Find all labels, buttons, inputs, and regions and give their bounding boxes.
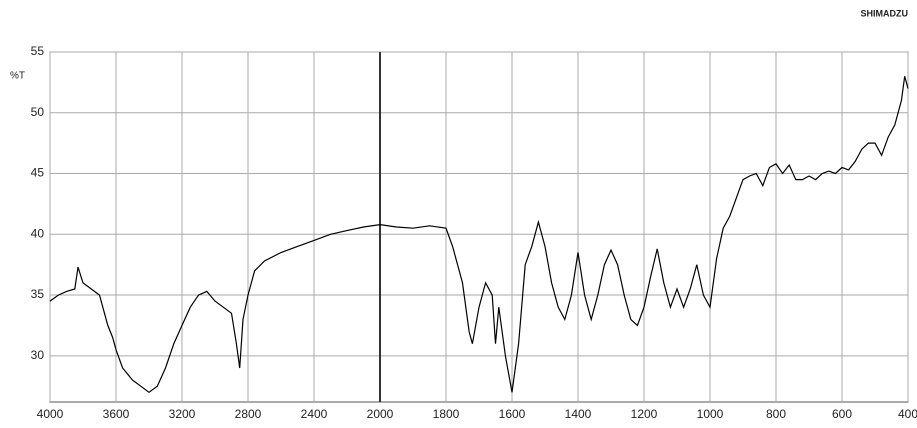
- x-tick-label: 1400: [565, 407, 592, 421]
- x-tick-label: 2400: [301, 407, 328, 421]
- y-tick-label: 35: [31, 287, 45, 301]
- y-tick-label: 50: [31, 105, 45, 119]
- x-tick-label: 1000: [697, 407, 724, 421]
- x-tick-label: 600: [832, 407, 852, 421]
- plot-frame: [49, 51, 909, 403]
- x-tick-label: 2000: [367, 407, 394, 421]
- y-axis-label: %T: [10, 71, 25, 82]
- x-tick-label: 1600: [499, 407, 526, 421]
- brand: SHIMADZU: [861, 8, 909, 18]
- y-tick-label: 55: [31, 44, 45, 58]
- x-tick-label: 3600: [103, 407, 130, 421]
- x-tick-label: 400: [898, 407, 917, 421]
- y-tick-label: 30: [31, 348, 45, 362]
- x-tick-label: 1200: [631, 407, 658, 421]
- x-tick-label: 2800: [235, 407, 262, 421]
- x-tick-label: 4000: [37, 407, 64, 421]
- x-tick-label: 1800: [433, 407, 460, 421]
- x-tick-label: 3200: [169, 407, 196, 421]
- y-tick-label: 45: [31, 166, 45, 180]
- spectrum-line: [49, 76, 909, 394]
- y-tick-label: 40: [31, 226, 45, 240]
- x-tick-label: 800: [766, 407, 786, 421]
